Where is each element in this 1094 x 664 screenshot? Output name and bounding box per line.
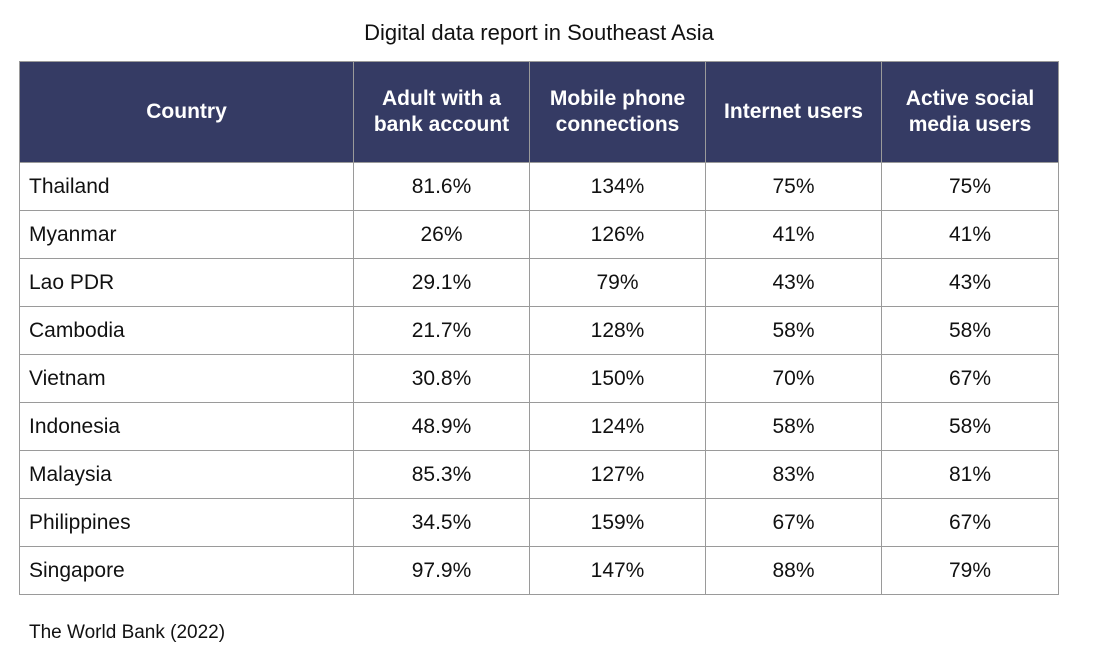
table-cell-mobile-connections: 147% xyxy=(529,546,706,595)
table-row: Singapore 97.9% 147% 88% 79% xyxy=(19,546,1059,595)
table-cell-bank-account: 21.7% xyxy=(353,306,530,355)
table-cell-internet-users: 67% xyxy=(705,498,882,547)
column-header-bank-account: Adult with a bank account xyxy=(353,61,530,163)
table-row: Philippines 34.5% 159% 67% 67% xyxy=(19,498,1059,547)
table-cell-social-media-users: 43% xyxy=(881,258,1059,307)
table-cell-bank-account: 34.5% xyxy=(353,498,530,547)
table-cell-country: Malaysia xyxy=(19,450,354,499)
column-header-internet-users: Internet users xyxy=(705,61,882,163)
table-cell-mobile-connections: 127% xyxy=(529,450,706,499)
table-cell-bank-account: 97.9% xyxy=(353,546,530,595)
chart-title: Digital data report in Southeast Asia xyxy=(364,20,714,45)
table-header-row: Country Adult with a bank account Mobile… xyxy=(19,61,1059,163)
table-cell-country: Singapore xyxy=(19,546,354,595)
table-cell-country: Indonesia xyxy=(19,402,354,451)
table-cell-country: Cambodia xyxy=(19,306,354,355)
table-cell-internet-users: 70% xyxy=(705,354,882,403)
table-cell-social-media-users: 79% xyxy=(881,546,1059,595)
table-cell-social-media-users: 58% xyxy=(881,402,1059,451)
table-row: Cambodia 21.7% 128% 58% 58% xyxy=(19,306,1059,355)
table-cell-internet-users: 58% xyxy=(705,402,882,451)
table-cell-mobile-connections: 134% xyxy=(529,162,706,211)
table-row: Myanmar 26% 126% 41% 41% xyxy=(19,210,1059,259)
table-cell-mobile-connections: 159% xyxy=(529,498,706,547)
column-header-mobile-connections: Mobile phone connections xyxy=(529,61,706,163)
table-cell-mobile-connections: 126% xyxy=(529,210,706,259)
table-cell-internet-users: 83% xyxy=(705,450,882,499)
table-cell-social-media-users: 67% xyxy=(881,354,1059,403)
table-cell-internet-users: 41% xyxy=(705,210,882,259)
table-cell-internet-users: 43% xyxy=(705,258,882,307)
table-cell-country: Philippines xyxy=(19,498,354,547)
table-row: Indonesia 48.9% 124% 58% 58% xyxy=(19,402,1059,451)
table-cell-mobile-connections: 124% xyxy=(529,402,706,451)
table-cell-internet-users: 58% xyxy=(705,306,882,355)
table-cell-social-media-users: 81% xyxy=(881,450,1059,499)
table-cell-bank-account: 26% xyxy=(353,210,530,259)
column-header-social-media-users: Active social media users xyxy=(881,61,1059,163)
table-row: Thailand 81.6% 134% 75% 75% xyxy=(19,162,1059,211)
table-cell-bank-account: 29.1% xyxy=(353,258,530,307)
table-cell-country: Thailand xyxy=(19,162,354,211)
table-cell-bank-account: 81.6% xyxy=(353,162,530,211)
table-row: Vietnam 30.8% 150% 70% 67% xyxy=(19,354,1059,403)
table-cell-mobile-connections: 79% xyxy=(529,258,706,307)
table-cell-social-media-users: 75% xyxy=(881,162,1059,211)
column-header-country: Country xyxy=(19,61,354,163)
table-cell-internet-users: 75% xyxy=(705,162,882,211)
table-cell-bank-account: 30.8% xyxy=(353,354,530,403)
table-cell-social-media-users: 58% xyxy=(881,306,1059,355)
table-cell-country: Lao PDR xyxy=(19,258,354,307)
table-row: Lao PDR 29.1% 79% 43% 43% xyxy=(19,258,1059,307)
table-cell-social-media-users: 67% xyxy=(881,498,1059,547)
data-table: Country Adult with a bank account Mobile… xyxy=(19,61,1059,595)
table-cell-country: Myanmar xyxy=(19,210,354,259)
table-cell-mobile-connections: 128% xyxy=(529,306,706,355)
table-cell-internet-users: 88% xyxy=(705,546,882,595)
table-cell-social-media-users: 41% xyxy=(881,210,1059,259)
table-cell-bank-account: 48.9% xyxy=(353,402,530,451)
table-row: Malaysia 85.3% 127% 83% 81% xyxy=(19,450,1059,499)
table-cell-bank-account: 85.3% xyxy=(353,450,530,499)
table-cell-country: Vietnam xyxy=(19,354,354,403)
table-cell-mobile-connections: 150% xyxy=(529,354,706,403)
source-note: The World Bank (2022) xyxy=(29,622,226,643)
